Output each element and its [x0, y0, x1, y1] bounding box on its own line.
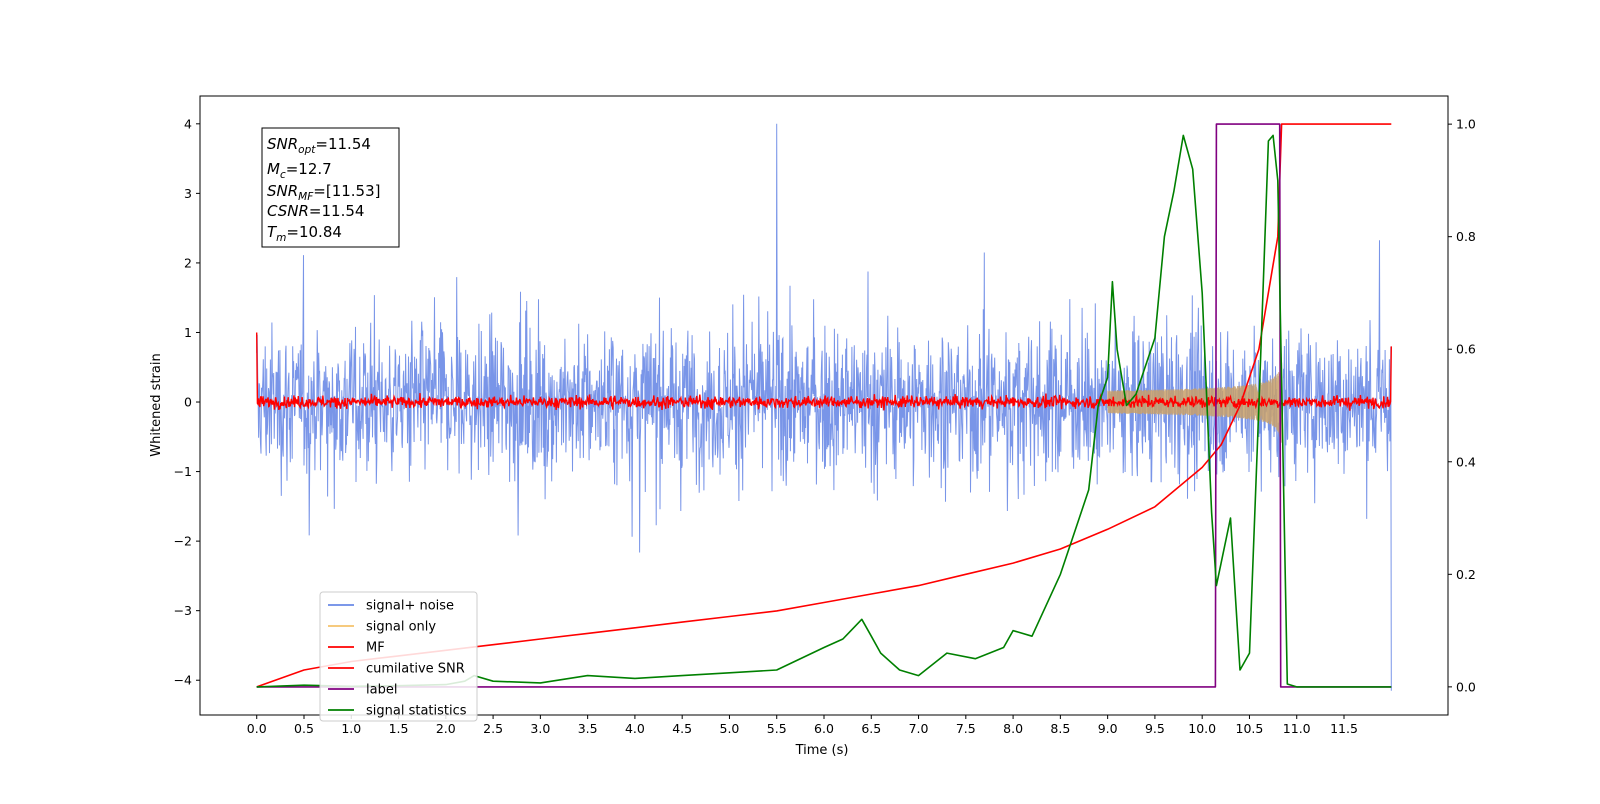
x-tick-label: 1.0 — [341, 721, 361, 736]
legend-signal-only: signal only — [366, 620, 436, 635]
legend-cumulative-snr: cumilative SNR — [366, 662, 465, 677]
x-tick-label: 3.0 — [530, 721, 550, 736]
legend-frame — [319, 591, 478, 722]
series-signal-statistics — [256, 134, 1392, 688]
y-tick-label: 4 — [184, 116, 192, 131]
x-tick-label: 0.0 — [247, 721, 267, 736]
x-tick-label: 4.0 — [625, 721, 645, 736]
legend: signal+ noise signal only MF cumilative SNR… — [319, 591, 478, 722]
x-tick-label: 9.0 — [1098, 721, 1118, 736]
y-tick-label: 3 — [184, 186, 192, 201]
legend-signal-statistics: signal statistics — [366, 704, 467, 719]
y-tick-label: 2 — [184, 255, 192, 270]
y-tick-label: −2 — [174, 534, 192, 549]
y-tick-label: 0 — [184, 395, 192, 410]
x-axis: 0.0 0.5 1.0 1.5 2.0 2.5 3.0 3.5 4.0 4.5 5.0 5.5 6.0 6… — [247, 715, 1358, 736]
y2-tick-label: 0.6 — [1456, 342, 1476, 357]
x-tick-label: 1.5 — [389, 721, 409, 736]
series-signal-only — [1107, 353, 1282, 443]
annotation-snr-opt: SNRopt=11.54 — [267, 135, 371, 156]
x-tick-label: 10.0 — [1188, 721, 1216, 736]
annotation-snr-mf: SNRMF=[11.53] — [267, 182, 381, 203]
x-axis-label: Time (s) — [795, 743, 849, 758]
series-signal-noise — [256, 123, 1392, 691]
x-tick-label: 8.5 — [1050, 721, 1070, 736]
x-tick-label: 4.5 — [672, 721, 692, 736]
y2-tick-label: 0.4 — [1456, 454, 1476, 469]
x-tick-label: 11.5 — [1330, 721, 1358, 736]
y2-tick-label: 1.0 — [1456, 117, 1476, 132]
x-tick-label: 2.5 — [483, 721, 503, 736]
series-mf — [256, 332, 1392, 411]
y2-tick-label: 0.0 — [1456, 679, 1476, 694]
annotation-mc: Mc=12.7 — [267, 160, 332, 181]
x-tick-label: 5.5 — [767, 721, 787, 736]
x-tick-label: 0.5 — [294, 721, 314, 736]
y-tick-label: −3 — [174, 603, 192, 618]
y-axis-label: Whitened strain — [149, 353, 164, 456]
x-tick-label: 3.5 — [578, 721, 598, 736]
y2-tick-label: 0.8 — [1456, 229, 1476, 244]
legend-mf: MF — [366, 641, 385, 656]
x-tick-label: 8.0 — [1003, 721, 1023, 736]
annotation-box: SNRopt=11.54 Mc=12.7 SNRMF=[11.53] CSNR=… — [261, 127, 400, 248]
annotation-csnr: CSNR=11.54 — [267, 202, 364, 220]
annotation-tm: Tm=10.84 — [267, 223, 342, 244]
legend-signal-noise: signal+ noise — [366, 599, 454, 614]
y-axis-left: 4 3 2 1 0 −1 −2 −3 −4 — [174, 116, 200, 688]
x-tick-label: 6.5 — [861, 721, 881, 736]
x-tick-label: 9.5 — [1145, 721, 1165, 736]
legend-label: label — [366, 683, 397, 698]
y-axis-right: 1.0 0.8 0.6 0.4 0.2 0.0 — [1448, 117, 1476, 694]
y2-tick-label: 0.2 — [1456, 567, 1476, 582]
x-tick-label: 2.0 — [436, 721, 456, 736]
x-tick-label: 7.5 — [956, 721, 976, 736]
y-tick-label: −4 — [174, 673, 192, 688]
x-tick-label: 7.0 — [909, 721, 929, 736]
y-tick-label: −1 — [174, 464, 192, 479]
x-tick-label: 10.5 — [1236, 721, 1264, 736]
x-tick-label: 6.0 — [814, 721, 834, 736]
y-tick-label: 1 — [184, 325, 192, 340]
x-tick-label: 5.0 — [720, 721, 740, 736]
x-tick-label: 11.0 — [1283, 721, 1311, 736]
